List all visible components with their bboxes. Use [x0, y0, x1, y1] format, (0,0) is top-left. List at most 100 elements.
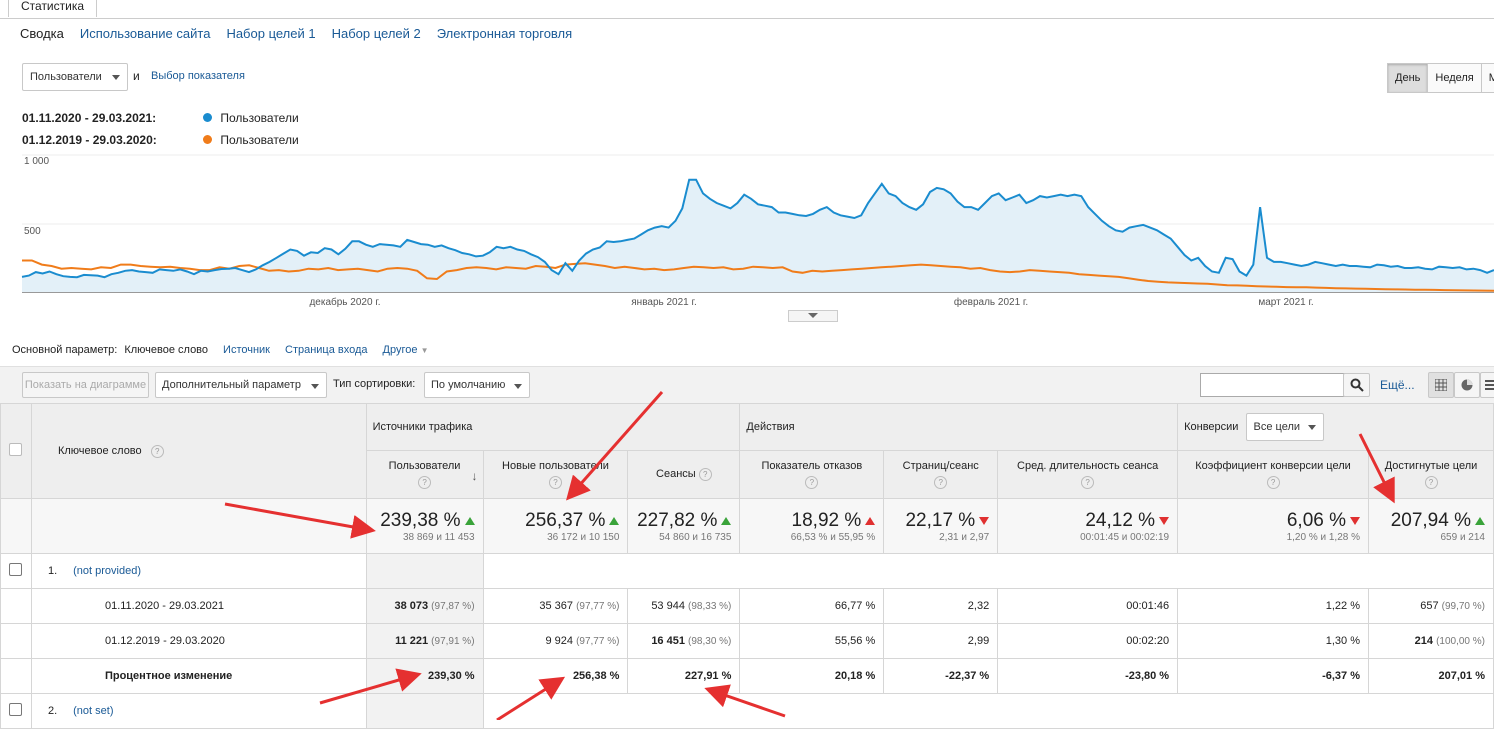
- x-tick-label: январь 2021 г.: [631, 297, 696, 308]
- plot-rows-button[interactable]: Показать на диаграмме: [22, 372, 149, 398]
- goal-select[interactable]: Все цели: [1245, 413, 1324, 441]
- legend-range-current: 01.11.2020 - 29.03.2021:: [22, 111, 157, 125]
- subtab-summary[interactable]: Сводка: [20, 26, 64, 41]
- summary-goal-completions: 207,94 % 659 и 214: [1368, 498, 1494, 554]
- performance-view-button[interactable]: [1480, 372, 1494, 398]
- legend-range-previous: 01.12.2019 - 29.03.2020:: [22, 133, 157, 147]
- trend-up-icon: [1475, 516, 1485, 525]
- header-goal-conversion-rate[interactable]: Коэффициент конверсии цели?: [1177, 450, 1369, 499]
- x-tick-label: март 2021 г.: [1258, 297, 1313, 308]
- trend-up-negative-icon: [865, 516, 876, 525]
- more-options-link[interactable]: Ещё...: [1380, 378, 1415, 392]
- chart-series: [21, 178, 1494, 292]
- series-line-previous: [22, 259, 1494, 292]
- table-row: 1. (not provided): [0, 553, 1494, 589]
- summary-users: 239,38 % 38 869 и 11 453: [365, 498, 484, 554]
- metric-select[interactable]: Пользователи: [22, 63, 128, 91]
- table-row: 01.12.2019 - 29.03.2020 11 221 (97,91 %)…: [0, 623, 1494, 659]
- series-line-current: [21, 178, 1494, 279]
- dimension-landing-page[interactable]: Страница входа: [285, 344, 368, 356]
- tab-statistics[interactable]: Статистика: [8, 0, 98, 17]
- period-toggle: День Неделя М: [1387, 63, 1494, 93]
- trend-up-icon: [609, 516, 620, 525]
- table-search-input[interactable]: [1200, 373, 1345, 397]
- trend-up-icon: [464, 516, 475, 525]
- row-change-label: Процентное изменение: [30, 658, 367, 694]
- pie-view-button[interactable]: [1454, 372, 1480, 398]
- summary-sessions: 227,82 % 54 860 и 16 735: [627, 498, 741, 554]
- chevron-down-icon: [112, 75, 120, 80]
- header-new-users[interactable]: Новые пользователи?: [482, 450, 629, 499]
- summary-bounce-rate: 18,92 % 66,53 % и 55,95 %: [739, 498, 885, 554]
- row-period-label: 01.11.2020 - 29.03.2021: [30, 588, 367, 624]
- period-day-button[interactable]: День: [1387, 63, 1429, 93]
- series-dot-icon: [203, 135, 212, 144]
- choose-metric-link[interactable]: Выбор показателя: [151, 70, 245, 82]
- header-pages-per-session[interactable]: Страниц/сеанс?: [883, 450, 999, 499]
- series-dot-icon: [203, 113, 212, 122]
- pie-chart-icon: [1461, 379, 1473, 391]
- table-toolbar: Показать на диаграмме Дополнительный пар…: [0, 366, 1494, 403]
- metric-select-value: Пользователи: [30, 71, 102, 83]
- header-avg-session-duration[interactable]: Сред. длительность сеанса?: [997, 450, 1179, 499]
- data-table: Ключевое слово ? Источники трафика Дейст…: [0, 403, 1494, 729]
- select-all-cell: [0, 403, 32, 499]
- group-header-actions: Действия: [739, 403, 1179, 451]
- period-week-button[interactable]: Неделя: [1427, 63, 1482, 93]
- legend-item-current: Пользователи: [203, 111, 299, 125]
- row-keyword-link[interactable]: (not set): [73, 705, 114, 717]
- grid-icon: [1435, 379, 1447, 391]
- chevron-down-icon: [311, 384, 319, 389]
- help-icon[interactable]: ?: [418, 476, 432, 489]
- trend-down-icon: [1350, 516, 1360, 525]
- dimension-keyword[interactable]: Ключевое слово: [124, 344, 209, 356]
- chart-collapse-handle[interactable]: [788, 310, 838, 322]
- select-all-checkbox[interactable]: [9, 443, 23, 456]
- row-checkbox[interactable]: [9, 703, 23, 716]
- subtab-ecommerce[interactable]: Электронная торговля: [436, 26, 573, 41]
- help-icon[interactable]: ?: [934, 476, 948, 489]
- row-keyword-link[interactable]: (not provided): [73, 565, 142, 577]
- table-row: 01.11.2020 - 29.03.2021 38 073 (97,87 %)…: [0, 588, 1494, 624]
- subtab-goal-set-2[interactable]: Набор целей 2: [331, 26, 421, 41]
- search-button[interactable]: [1343, 373, 1370, 397]
- help-icon[interactable]: ?: [1266, 476, 1280, 489]
- dimension-other[interactable]: Другое ▼: [382, 344, 429, 356]
- header-users[interactable]: Пользователи? ↓: [365, 450, 484, 499]
- dimension-source[interactable]: Источник: [223, 344, 270, 356]
- header-bounce-rate[interactable]: Показатель отказов?: [739, 450, 885, 499]
- summary-row: 239,38 % 38 869 и 11 453 256,37 % 36 172 и…: [0, 498, 1494, 554]
- help-icon[interactable]: ?: [1081, 476, 1095, 489]
- subtab-goal-set-1[interactable]: Набор целей 1: [226, 26, 316, 41]
- help-icon[interactable]: ?: [1424, 476, 1438, 489]
- sort-down-arrow-icon: ↓: [471, 469, 478, 483]
- row-checkbox[interactable]: [9, 563, 23, 576]
- help-icon[interactable]: ?: [150, 444, 164, 458]
- series-area-current: [22, 179, 1494, 292]
- line-chart: 1 000 500 декабрь 2020 г. январь 2021 г.…: [21, 154, 1494, 308]
- header-sessions[interactable]: Сеансы ?: [627, 450, 741, 499]
- help-icon[interactable]: ?: [805, 476, 819, 489]
- chevron-down-icon: ▼: [420, 346, 429, 355]
- primary-dimension-bar: Основной параметр: Ключевое слово Источн…: [12, 344, 428, 356]
- subtab-site-usage[interactable]: Использование сайта: [79, 26, 211, 41]
- table-row: Процентное изменение 239,30 % 256,38 % 2…: [0, 658, 1494, 694]
- y-tick-label: 1 000: [24, 156, 49, 167]
- help-icon[interactable]: ?: [548, 476, 562, 489]
- sort-type-label: Тип сортировки:: [333, 378, 416, 390]
- summary-new-users: 256,37 % 36 172 и 10 150: [482, 498, 629, 554]
- header-goal-completions[interactable]: Достигнутые цели?: [1368, 450, 1494, 499]
- secondary-dimension-select[interactable]: Дополнительный параметр: [155, 372, 327, 398]
- table-view-button[interactable]: [1428, 372, 1454, 398]
- x-tick-label: февраль 2021 г.: [954, 296, 1028, 308]
- group-header-conversions: Конверсии Все цели: [1177, 403, 1494, 451]
- period-month-button[interactable]: М: [1480, 63, 1494, 93]
- legend-item-previous: Пользователи: [203, 133, 299, 147]
- sort-type-select[interactable]: По умолчанию: [424, 372, 530, 398]
- trend-down-icon: [979, 516, 990, 525]
- table-row: 2. (not set): [0, 693, 1494, 729]
- top-tab-bar: Статистика: [0, 0, 1494, 19]
- trend-up-icon: [721, 516, 732, 525]
- help-icon[interactable]: ?: [698, 468, 712, 481]
- chevron-down-icon: [808, 313, 818, 318]
